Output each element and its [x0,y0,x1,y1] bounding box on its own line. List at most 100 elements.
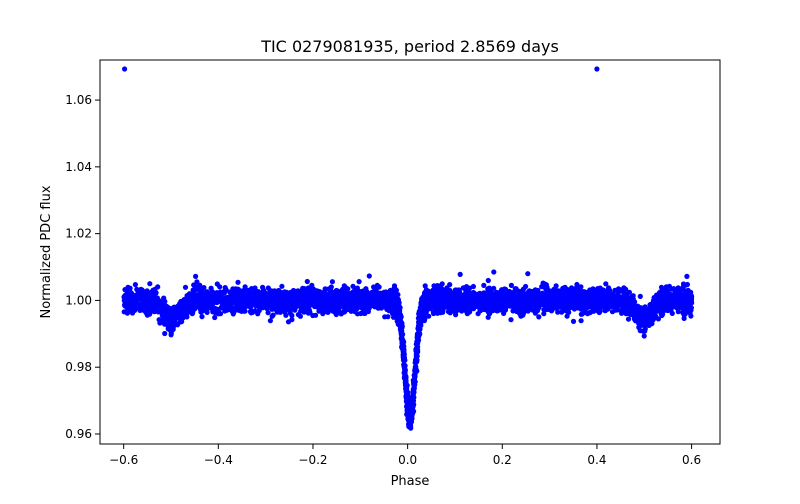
outlier-point [525,271,531,277]
data-point [231,290,238,296]
data-point [574,286,580,292]
data-point [478,292,484,298]
data-point [314,293,320,299]
data-point [383,297,389,303]
data-point [173,310,179,316]
data-point [127,289,133,295]
data-point [212,314,218,321]
data-point [308,292,314,298]
data-point [570,318,577,324]
data-point [620,300,626,306]
data-point [485,277,491,284]
data-point [403,398,409,405]
data-point [394,311,400,317]
data-point [665,307,671,314]
data-point [235,287,242,293]
data-point [283,312,289,318]
data-point [626,289,633,295]
data-point [542,281,549,287]
data-point [256,302,262,308]
data-point [658,293,664,299]
data-point [415,325,421,331]
data-point [276,287,282,294]
data-point [656,300,662,306]
data-point [173,304,179,310]
data-point [155,284,161,290]
data-point [343,300,349,306]
data-point [161,295,167,301]
data-point [494,301,500,307]
data-point [406,423,412,430]
data-point [445,296,451,302]
data-point [374,282,380,288]
data-point [486,298,492,304]
data-point [199,314,205,320]
data-point [637,321,643,327]
data-point [329,279,335,285]
data-point [254,288,260,294]
data-point [667,302,674,308]
data-point [442,287,448,293]
data-point [361,310,367,316]
data-point [514,306,520,312]
data-point [180,306,186,312]
data-point [330,295,336,301]
data-point [313,312,319,318]
data-point [134,305,140,311]
data-point [245,287,251,293]
data-point [463,284,470,290]
data-point [238,300,244,306]
data-point [609,309,616,315]
data-point [132,282,138,288]
data-point [660,311,666,317]
data-point [523,283,529,290]
data-point [679,301,686,307]
data-point [208,289,215,296]
data-point [437,300,443,306]
data-point [155,308,162,314]
data-point [423,287,429,293]
data-point [130,299,136,305]
data-point [552,299,559,305]
data-point [625,316,632,322]
data-point [541,311,547,317]
data-point [401,365,407,371]
data-point [612,287,618,293]
data-point [212,309,218,315]
data-point [625,310,631,316]
data-point [555,309,561,315]
data-point [671,300,677,306]
data-point [646,306,652,312]
data-point [392,285,398,291]
data-point [136,294,142,300]
outlier-point [684,273,690,279]
data-point [578,311,584,317]
data-point [190,310,196,316]
data-point [520,311,526,317]
data-point [688,293,694,299]
data-point [685,305,691,311]
x-tick-label: −0.4 [204,453,233,467]
data-point [643,318,649,325]
data-point [641,333,647,339]
data-point [470,289,476,296]
data-point [612,293,618,299]
data-point [536,292,542,298]
data-point [173,314,179,320]
data-point [122,287,128,293]
data-point [439,281,445,287]
data-point [637,293,643,299]
data-point [618,294,624,300]
data-point [187,293,193,299]
data-point [408,413,414,419]
data-point [285,319,292,325]
data-point [511,289,517,295]
data-point [242,308,248,314]
data-point [467,306,473,312]
data-point [269,298,275,304]
data-point [217,311,224,317]
data-point [584,311,591,317]
chart-title: TIC 0279081935, period 2.8569 days [260,37,559,56]
data-point [350,295,356,301]
data-point [278,292,284,298]
